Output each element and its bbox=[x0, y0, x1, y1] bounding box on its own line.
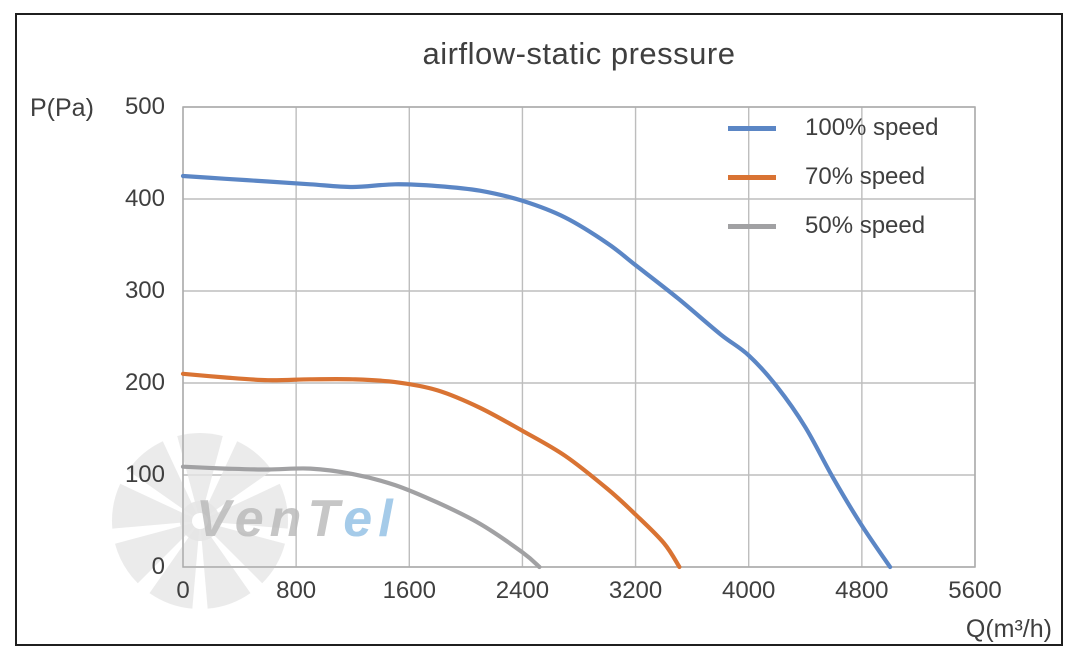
xtick-label: 2400 bbox=[495, 577, 550, 604]
brand-watermark: VenTel bbox=[196, 490, 399, 548]
ytick-label: 0 bbox=[151, 553, 165, 580]
series-line-100-speed bbox=[180, 173, 893, 570]
legend-label: 100% speed bbox=[805, 114, 939, 141]
xtick-label: 1600 bbox=[382, 577, 436, 604]
ytick-label: 500 bbox=[124, 93, 165, 120]
legend-label: 70% speed bbox=[805, 163, 926, 190]
xtick-label: 0 bbox=[176, 577, 190, 604]
ytick-label: 200 bbox=[124, 369, 165, 396]
chart-border bbox=[15, 13, 1063, 646]
chart-title: airflow-static pressure bbox=[422, 36, 736, 71]
xtick-label: 3200 bbox=[608, 577, 663, 604]
y-axis-title: P(Pa) bbox=[30, 94, 94, 122]
ytick-label: 100 bbox=[124, 461, 165, 488]
legend-line-swatch bbox=[728, 125, 776, 131]
xtick-label: 4000 bbox=[722, 577, 776, 604]
plot-border bbox=[182, 106, 976, 568]
legend-line-swatch bbox=[728, 223, 776, 229]
legend-label: 50% speed bbox=[805, 212, 926, 239]
series-line-50-speed bbox=[180, 464, 542, 570]
x-axis-title: Q(m³/h) bbox=[965, 615, 1052, 643]
xtick-label: 5600 bbox=[948, 577, 1002, 604]
xtick-label: 4800 bbox=[835, 577, 889, 604]
ytick-label: 400 bbox=[124, 185, 165, 212]
legend-line-swatch bbox=[728, 174, 776, 180]
fan-impeller-watermark bbox=[112, 432, 289, 609]
xtick-label: 800 bbox=[276, 577, 317, 604]
series-line-70-speed bbox=[180, 371, 682, 570]
ytick-label: 300 bbox=[124, 277, 165, 304]
legend-item: 100% speed bbox=[728, 114, 938, 142]
legend-item: 50% speed bbox=[728, 212, 925, 240]
legend-item: 70% speed bbox=[728, 163, 925, 191]
